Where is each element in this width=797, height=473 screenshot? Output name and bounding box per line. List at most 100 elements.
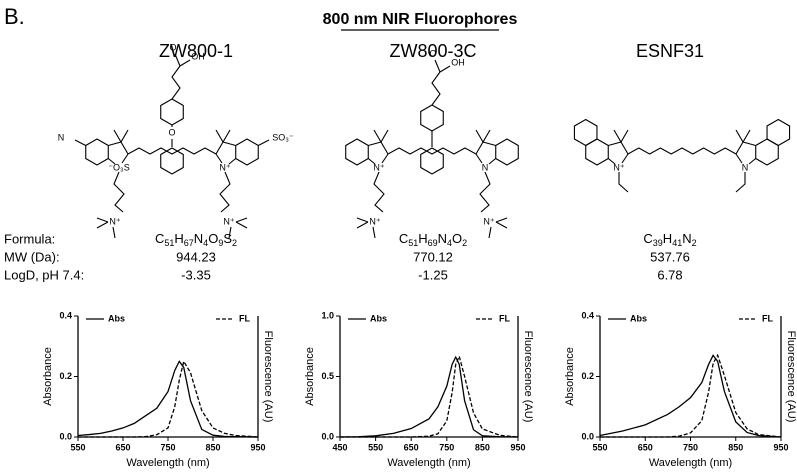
bond bbox=[235, 221, 248, 229]
molecular-weight: 770.12 bbox=[413, 249, 453, 264]
spectrum-line bbox=[599, 354, 782, 438]
bond bbox=[368, 141, 389, 155]
bond bbox=[613, 129, 629, 144]
bond bbox=[434, 59, 441, 73]
atom-label: N⁺ bbox=[483, 216, 494, 226]
compound-name: ZW800-1 bbox=[159, 41, 233, 61]
x-tick-label: 450 bbox=[332, 442, 347, 452]
bond bbox=[96, 217, 109, 223]
atom-label: N bbox=[742, 162, 749, 172]
atom-label: O bbox=[168, 127, 175, 137]
formula: C39H41N2 bbox=[643, 231, 696, 248]
spectrum-line bbox=[77, 360, 259, 438]
atom-label: N⁺ bbox=[373, 162, 384, 172]
x-tick-label: 750 bbox=[683, 442, 698, 452]
bond bbox=[608, 141, 629, 155]
logd: -3.35 bbox=[181, 267, 211, 282]
legend-label: FL bbox=[239, 313, 250, 323]
bond bbox=[258, 139, 270, 146]
bond bbox=[112, 226, 116, 239]
y-tick-label: 0.5 bbox=[321, 371, 334, 381]
logd: -1.25 bbox=[418, 267, 448, 282]
bond bbox=[171, 65, 181, 100]
bond bbox=[607, 158, 616, 165]
bond bbox=[627, 147, 737, 155]
bond bbox=[475, 129, 491, 144]
bond bbox=[174, 53, 181, 67]
bond bbox=[215, 153, 223, 164]
bond bbox=[356, 221, 369, 229]
formula: C51H69N4O2 bbox=[399, 231, 467, 248]
y-tick-label: 0.2 bbox=[59, 371, 72, 381]
bond bbox=[495, 221, 508, 229]
atom-label: SO₃⁻ bbox=[272, 132, 294, 142]
y-axis-label: Absorbance bbox=[42, 347, 54, 406]
bond bbox=[495, 217, 508, 223]
atom-label: ⁻O₃S bbox=[108, 162, 129, 172]
bond bbox=[735, 153, 743, 164]
y2-axis-label: Fluorescence (AU) bbox=[262, 331, 274, 423]
bond bbox=[235, 138, 259, 166]
bond bbox=[215, 141, 236, 155]
bond bbox=[219, 171, 231, 213]
property-label: MW (Da): bbox=[4, 249, 60, 264]
molecular-weight: 537.76 bbox=[650, 249, 690, 264]
bond bbox=[108, 141, 129, 155]
bond bbox=[107, 158, 116, 165]
y-axis-label: Absorbance bbox=[304, 347, 316, 406]
y-tick-label: 0.0 bbox=[581, 431, 594, 441]
x-tick-label: 750 bbox=[439, 442, 454, 452]
bond bbox=[618, 172, 629, 193]
bond bbox=[121, 153, 129, 164]
bond bbox=[735, 141, 756, 155]
atom-label: N⁺ bbox=[219, 162, 230, 172]
bond bbox=[127, 147, 217, 155]
compound-name: ZW800-3C bbox=[389, 41, 476, 61]
atom-label: N bbox=[58, 132, 65, 142]
molecular-weight: 944.23 bbox=[176, 249, 216, 264]
bond bbox=[735, 129, 751, 144]
bond bbox=[573, 118, 598, 147]
legend-label: Abs bbox=[630, 313, 647, 323]
bond bbox=[475, 153, 483, 164]
x-tick-label: 950 bbox=[773, 442, 788, 452]
bond bbox=[228, 226, 232, 239]
atom-label: N⁺ bbox=[109, 216, 120, 226]
bond bbox=[488, 158, 497, 165]
bond bbox=[96, 221, 109, 229]
bond bbox=[356, 217, 369, 223]
bond bbox=[367, 158, 376, 165]
x-tick-label: 650 bbox=[404, 442, 419, 452]
atom-label: OH bbox=[451, 57, 465, 67]
bond bbox=[488, 226, 492, 239]
bond bbox=[160, 147, 184, 175]
bond bbox=[74, 139, 86, 146]
y2-axis-label: Fluorescence (AU) bbox=[522, 331, 534, 423]
logd: 6.78 bbox=[657, 267, 682, 282]
x-axis-label: Wavelength (nm) bbox=[126, 457, 209, 469]
bond bbox=[373, 171, 385, 213]
bond bbox=[160, 98, 184, 126]
bond bbox=[748, 158, 757, 165]
bond bbox=[381, 153, 389, 164]
bond bbox=[387, 147, 477, 155]
bond bbox=[479, 171, 491, 213]
bond bbox=[420, 104, 444, 132]
atom-label: N⁺ bbox=[223, 216, 234, 226]
bond bbox=[345, 138, 369, 166]
x-tick-label: 650 bbox=[638, 442, 653, 452]
y-tick-label: 0.0 bbox=[59, 431, 72, 441]
compound-name: ESNF31 bbox=[636, 41, 704, 61]
bond bbox=[215, 129, 231, 144]
x-tick-label: 950 bbox=[510, 442, 525, 452]
y-tick-label: 0.4 bbox=[581, 310, 594, 320]
bond bbox=[113, 129, 129, 144]
figure-title: 800 nm NIR Fluorophores bbox=[323, 11, 518, 28]
atom-label: N bbox=[482, 162, 489, 172]
x-tick-label: 750 bbox=[160, 442, 175, 452]
formula: C51H67N4O9S2 bbox=[155, 231, 237, 248]
y2-axis-label: Fluorescence (AU) bbox=[785, 331, 797, 423]
bond bbox=[439, 65, 451, 73]
